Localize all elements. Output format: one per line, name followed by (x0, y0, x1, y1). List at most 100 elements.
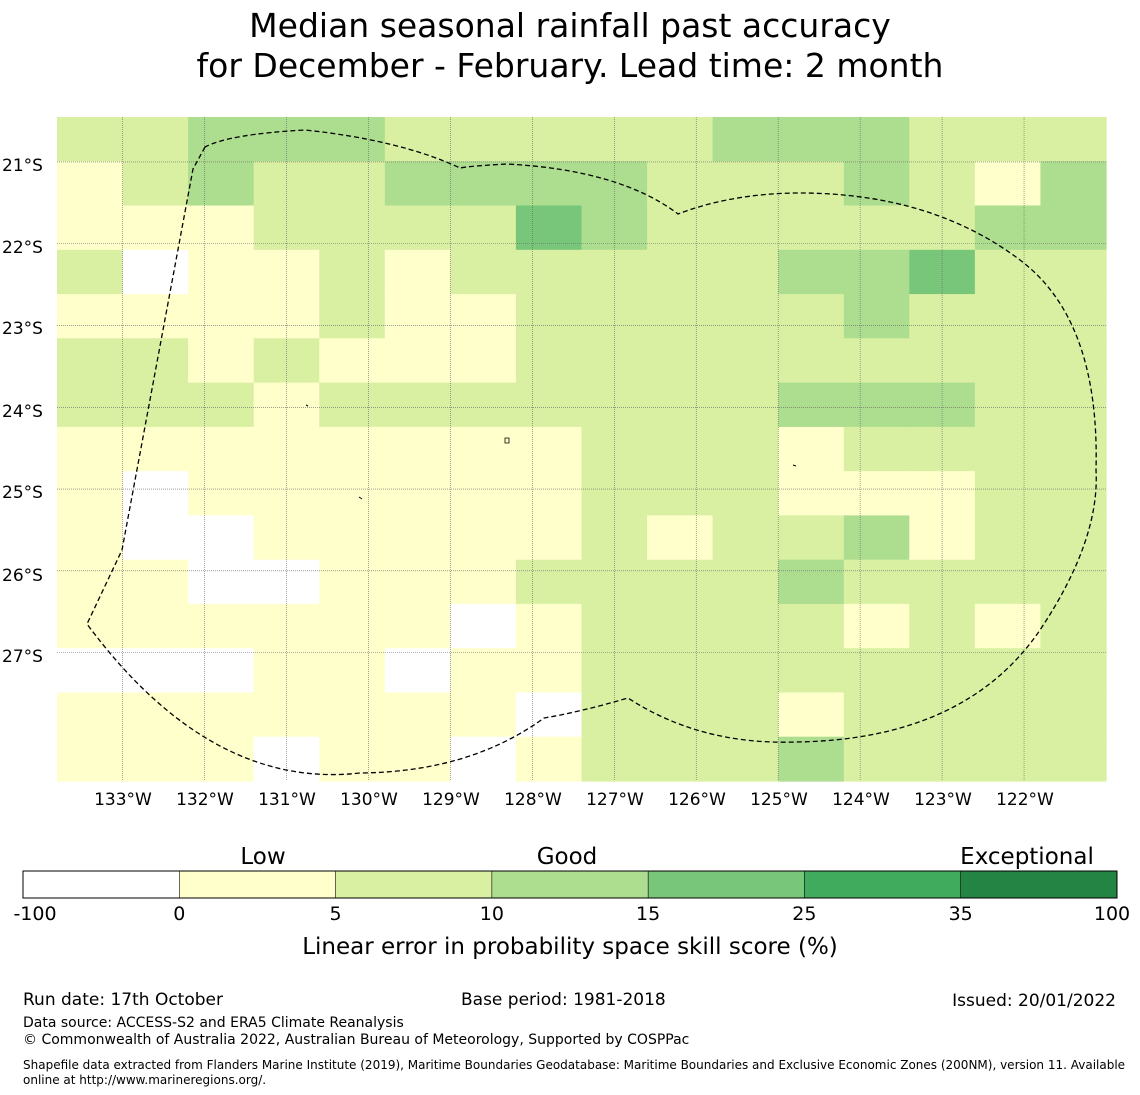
skill-cell (778, 471, 845, 516)
longitude-labels: 133°W 132°W 131°W 130°W 129°W 128°W 127°… (94, 790, 1054, 810)
skill-cell (974, 648, 1042, 694)
lat-label: 21°S (2, 156, 43, 176)
skill-cell (974, 117, 1042, 162)
colorbar-tick-label: 25 (792, 903, 816, 925)
skill-cell (647, 648, 714, 694)
skill-cell (1040, 603, 1107, 649)
lon-label: 123°W (914, 790, 972, 810)
skill-cell (647, 603, 714, 649)
skill-cell (384, 382, 451, 428)
lon-label: 132°W (176, 790, 234, 810)
skill-cell (450, 471, 517, 516)
skill-cell (1040, 559, 1107, 605)
skill-cell (581, 117, 648, 162)
skill-cell (253, 382, 320, 428)
skill-cell (974, 515, 1042, 561)
skill-cell (319, 338, 386, 384)
skill-cell (188, 338, 255, 384)
colorbar-tick-label: 15 (636, 903, 660, 925)
lon-label: 129°W (422, 790, 480, 810)
skill-cell (581, 603, 648, 649)
skill-cell (778, 648, 845, 694)
island-marker (504, 437, 510, 444)
skill-cell (647, 559, 714, 605)
skill-cell (319, 249, 386, 295)
lon-label: 133°W (94, 790, 152, 810)
skill-cell (515, 471, 583, 516)
colorbar-tick-label: 0 (173, 903, 185, 925)
skill-cell (122, 692, 189, 738)
skill-cell (122, 603, 189, 649)
skill-cell (712, 515, 779, 561)
skill-cell (253, 603, 320, 649)
skill-cell (384, 559, 451, 605)
skill-cell (778, 559, 845, 605)
skill-cell (188, 603, 255, 649)
colorbar-title: Linear error in probability space skill … (302, 934, 838, 960)
skill-cell (253, 161, 320, 207)
skill-cell (253, 205, 320, 251)
skill-cell (843, 161, 910, 207)
skill-cell (1040, 515, 1107, 561)
skill-cell (57, 471, 124, 516)
skill-cell (909, 338, 976, 384)
skill-cell (57, 161, 124, 207)
skill-cell (515, 249, 583, 295)
skill-cell (188, 648, 255, 694)
skill-cell (384, 338, 451, 384)
colorbar-ticks: -100 0 5 10 15 25 35 100 (13, 903, 1130, 925)
skill-cell (712, 736, 779, 782)
skill-cell (188, 471, 255, 516)
colorbar-tick-label: 5 (330, 903, 342, 925)
skill-cell (122, 294, 189, 339)
shapefile-credit: Shapefile data extracted from Flanders M… (23, 1058, 1126, 1087)
skill-cell (515, 515, 583, 561)
skill-cell (581, 382, 648, 428)
skill-cell (319, 426, 386, 472)
skill-cell (843, 603, 910, 649)
data-source: Data source: ACCESS-S2 and ERA5 Climate … (23, 1015, 404, 1031)
skill-cell (843, 559, 910, 605)
skill-cell (778, 249, 845, 295)
skill-cell (515, 736, 583, 782)
skill-cell (450, 426, 517, 472)
skill-cell (57, 603, 124, 649)
skill-cell (188, 692, 255, 738)
skill-cell (319, 736, 386, 782)
skill-cell (909, 471, 976, 516)
skill-cell (843, 382, 910, 428)
skill-cell (843, 205, 910, 251)
skill-cell (57, 559, 124, 605)
skill-cell (909, 559, 976, 605)
skill-cell (778, 515, 845, 561)
skill-cell (843, 648, 910, 694)
skill-cell (581, 294, 648, 339)
skill-cell (515, 559, 583, 605)
skill-cell (515, 648, 583, 694)
skill-cell (319, 471, 386, 516)
skill-cell (909, 161, 976, 207)
skill-cell (712, 382, 779, 428)
skill-cell (450, 205, 517, 251)
lat-label: 23°S (2, 319, 43, 339)
lon-label: 122°W (996, 790, 1054, 810)
latitude-labels: 21°S 22°S 23°S 24°S 25°S 26°S 27°S (2, 156, 43, 667)
skill-cell (778, 736, 845, 782)
skill-cell (384, 117, 451, 162)
skill-cell (122, 515, 189, 561)
skill-cell (712, 559, 779, 605)
skill-cell (909, 205, 976, 251)
lon-label: 131°W (258, 790, 316, 810)
skill-cell (581, 515, 648, 561)
skill-cell (188, 117, 255, 162)
skill-cell (843, 471, 910, 516)
skill-cell (319, 692, 386, 738)
skill-cell (122, 117, 189, 162)
skill-cell (1040, 205, 1107, 251)
skill-cell (974, 471, 1042, 516)
skill-cell (909, 117, 976, 162)
skill-cell (909, 603, 976, 649)
skill-cell (647, 205, 714, 251)
skill-cell (843, 692, 910, 738)
skill-cell (253, 559, 320, 605)
